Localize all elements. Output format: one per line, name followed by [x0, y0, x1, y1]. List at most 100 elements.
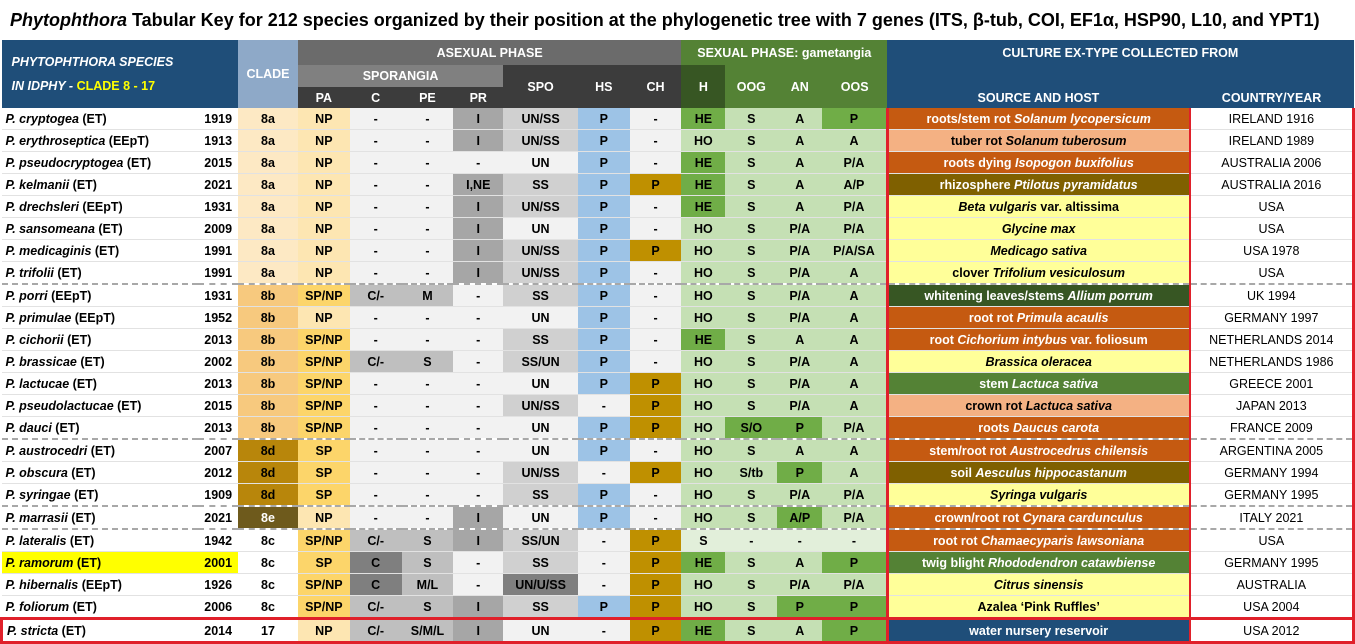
year-value: 2021 — [204, 177, 233, 192]
spo-value: UN — [531, 155, 550, 170]
spo-value: UN — [531, 310, 550, 325]
an-cell: P — [777, 595, 823, 619]
an-value: A — [795, 199, 805, 214]
c-value: - — [373, 221, 378, 236]
clade-cell: 8a — [238, 151, 298, 174]
pe-value: - — [425, 133, 430, 148]
species-cell: P. stricta (ET) — [0, 617, 199, 644]
h-cell: HO — [681, 350, 726, 373]
an-cell: A — [777, 617, 823, 644]
ch-cell: P — [629, 394, 682, 417]
country-year-value: USA 2012 — [1243, 623, 1300, 638]
c-cell: - — [349, 217, 402, 240]
pr-cell: - — [453, 394, 504, 417]
ch-cell: - — [629, 350, 682, 373]
table-row: P. marrasii (ET) 2021 8e NP - - I UN P - HO S A/P P/A… — [1, 506, 1355, 530]
ch-value: - — [653, 354, 658, 369]
pr-cell: - — [453, 551, 504, 574]
oos-cell: P/A/SA — [822, 239, 888, 262]
clade-value: 8a — [261, 243, 275, 258]
year-value: 1909 — [204, 487, 233, 502]
oos-value: A — [849, 443, 859, 458]
spo-value: SS — [532, 599, 549, 614]
oog-cell: S — [725, 108, 778, 130]
spo-cell: UN/U/SS — [503, 573, 578, 596]
source-host-cell: whitening leaves/stems Allium porrum — [885, 284, 1191, 307]
pe-cell: S/M/L — [401, 617, 454, 644]
clade-cell: 8b — [238, 372, 298, 395]
species-name: P. cichorii — [5, 332, 64, 347]
c-cell: - — [349, 461, 402, 484]
year-value: 1942 — [204, 533, 233, 548]
oos-value: P/A — [843, 487, 865, 502]
clade-cell: 8a — [238, 129, 298, 152]
oos-value: A — [849, 133, 859, 148]
pe-cell: - — [401, 328, 454, 351]
country-year-cell: IRELAND 1989 — [1189, 129, 1355, 152]
hs-cell: P — [577, 261, 630, 285]
oog-value: S — [747, 354, 756, 369]
clade-cell: 8c — [238, 551, 298, 574]
c-value: - — [373, 243, 378, 258]
an-value: A — [795, 555, 805, 570]
year-cell: 2009 — [198, 217, 239, 240]
hs-value: P — [599, 599, 608, 614]
pr-value: - — [476, 288, 481, 303]
hs-cell: P — [577, 239, 630, 262]
clade-cell: 8a — [238, 195, 298, 218]
source-text: root rot — [968, 310, 1017, 325]
species-type-tag: (ET) — [87, 443, 116, 458]
clade-value: 8d — [260, 443, 276, 458]
an-value: A/P — [789, 510, 811, 525]
h-value: HE — [694, 623, 713, 638]
pa-value: NP — [315, 221, 333, 236]
pa-cell: NP — [297, 239, 350, 262]
host-name: Trifolium vesiculosum — [992, 265, 1126, 280]
species-cell: P. primulae (EEpT) — [1, 306, 199, 329]
pe-cell: S — [401, 595, 454, 619]
oog-cell: S — [725, 506, 778, 530]
h-cell: HO — [681, 439, 726, 462]
oos-cell: P/A — [822, 483, 888, 507]
pa-value: NP — [315, 623, 333, 638]
h-cell: HO — [681, 129, 726, 152]
hs-value: P — [599, 443, 608, 458]
spo-cell: UN — [503, 439, 578, 462]
table-row: P. kelmanii (ET) 2021 8a NP - - I,NE SS P P HE S A A/… — [1, 173, 1355, 196]
country-year-cell: USA — [1189, 529, 1355, 552]
species-cell: P. cryptogea (ET) — [1, 108, 199, 130]
country-year-cell: USA — [1189, 217, 1355, 240]
species-cell: P. lactucae (ET) — [1, 372, 199, 395]
pe-cell: - — [401, 506, 454, 530]
country-year-value: AUSTRALIA 2016 — [1221, 177, 1322, 192]
table-row: P. foliorum (ET) 2006 8c SP/NP C/- S I SS P P HO S P… — [1, 595, 1355, 619]
pa-value: NP — [315, 177, 333, 192]
an-cell: A — [777, 129, 823, 152]
table-row: P. drechsleri (EEpT) 1931 8a NP - - I UN/SS P - HE… — [1, 195, 1355, 218]
pe-value: - — [425, 510, 430, 525]
ch-cell: - — [629, 439, 682, 462]
host-name: Cynara cardunculus — [1022, 510, 1143, 525]
spo-cell: SS — [503, 551, 578, 574]
pr-cell: - — [453, 416, 504, 440]
source-text: roots — [978, 420, 1013, 435]
source-host-cell: water nursery reservoir — [885, 617, 1191, 644]
pa-cell: NP — [297, 151, 350, 174]
source-host-cell: stem Lactuca sativa — [885, 372, 1191, 395]
clade-value: 8c — [261, 555, 275, 570]
species-cell: P. syringae (ET) — [1, 483, 199, 507]
c-cell: C/- — [349, 617, 402, 644]
species-type-tag: (EEpT) — [78, 199, 123, 214]
oos-cell: P — [822, 595, 888, 619]
source-host-cell: twig blight Rhododendron catawbiense — [885, 551, 1191, 574]
country-year-cell: FRANCE 2009 — [1189, 416, 1355, 440]
species-name: P. lactucae — [5, 376, 70, 391]
c-cell: - — [349, 483, 402, 507]
culture-header: CULTURE EX-TYPE COLLECTED FROM — [887, 40, 1354, 65]
host-name: Solanum lycopersicum — [1013, 111, 1151, 126]
ch-value: - — [653, 111, 658, 126]
c-cell: C/- — [349, 595, 402, 619]
clade-cell: 17 — [238, 617, 298, 644]
col-pa-header: PA — [297, 87, 350, 108]
pr-value: - — [476, 487, 481, 502]
